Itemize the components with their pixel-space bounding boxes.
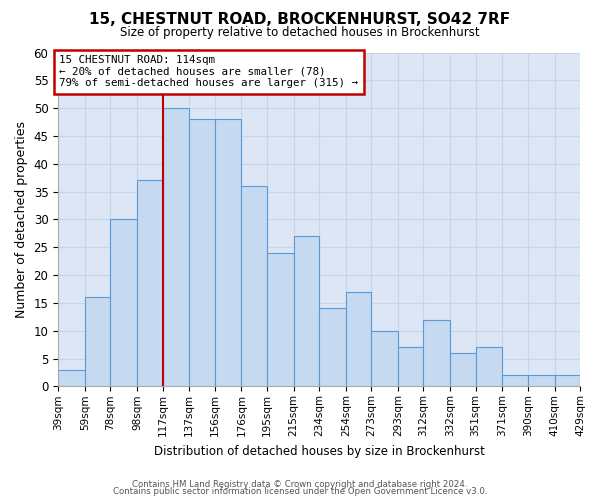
Bar: [502, 376, 528, 386]
Text: 15, CHESTNUT ROAD, BROCKENHURST, SO42 7RF: 15, CHESTNUT ROAD, BROCKENHURST, SO42 7R…: [89, 12, 511, 28]
Bar: [293, 236, 319, 386]
Bar: [398, 348, 424, 387]
Bar: [85, 298, 110, 386]
Bar: [267, 253, 293, 386]
Bar: [110, 220, 137, 386]
Bar: [528, 376, 554, 386]
Bar: [189, 120, 215, 386]
Text: 15 CHESTNUT ROAD: 114sqm
← 20% of detached houses are smaller (78)
79% of semi-d: 15 CHESTNUT ROAD: 114sqm ← 20% of detach…: [59, 56, 358, 88]
Bar: [424, 320, 450, 386]
Bar: [163, 108, 189, 386]
Bar: [371, 331, 398, 386]
Bar: [450, 353, 476, 386]
Bar: [215, 120, 241, 386]
Bar: [554, 376, 580, 386]
Bar: [476, 348, 502, 387]
Bar: [346, 292, 371, 386]
Bar: [137, 180, 163, 386]
Text: Size of property relative to detached houses in Brockenhurst: Size of property relative to detached ho…: [120, 26, 480, 39]
X-axis label: Distribution of detached houses by size in Brockenhurst: Distribution of detached houses by size …: [154, 444, 485, 458]
Bar: [241, 186, 267, 386]
Bar: [319, 308, 346, 386]
Text: Contains HM Land Registry data © Crown copyright and database right 2024.: Contains HM Land Registry data © Crown c…: [132, 480, 468, 489]
Text: Contains public sector information licensed under the Open Government Licence v3: Contains public sector information licen…: [113, 488, 487, 496]
Y-axis label: Number of detached properties: Number of detached properties: [15, 121, 28, 318]
Bar: [58, 370, 85, 386]
